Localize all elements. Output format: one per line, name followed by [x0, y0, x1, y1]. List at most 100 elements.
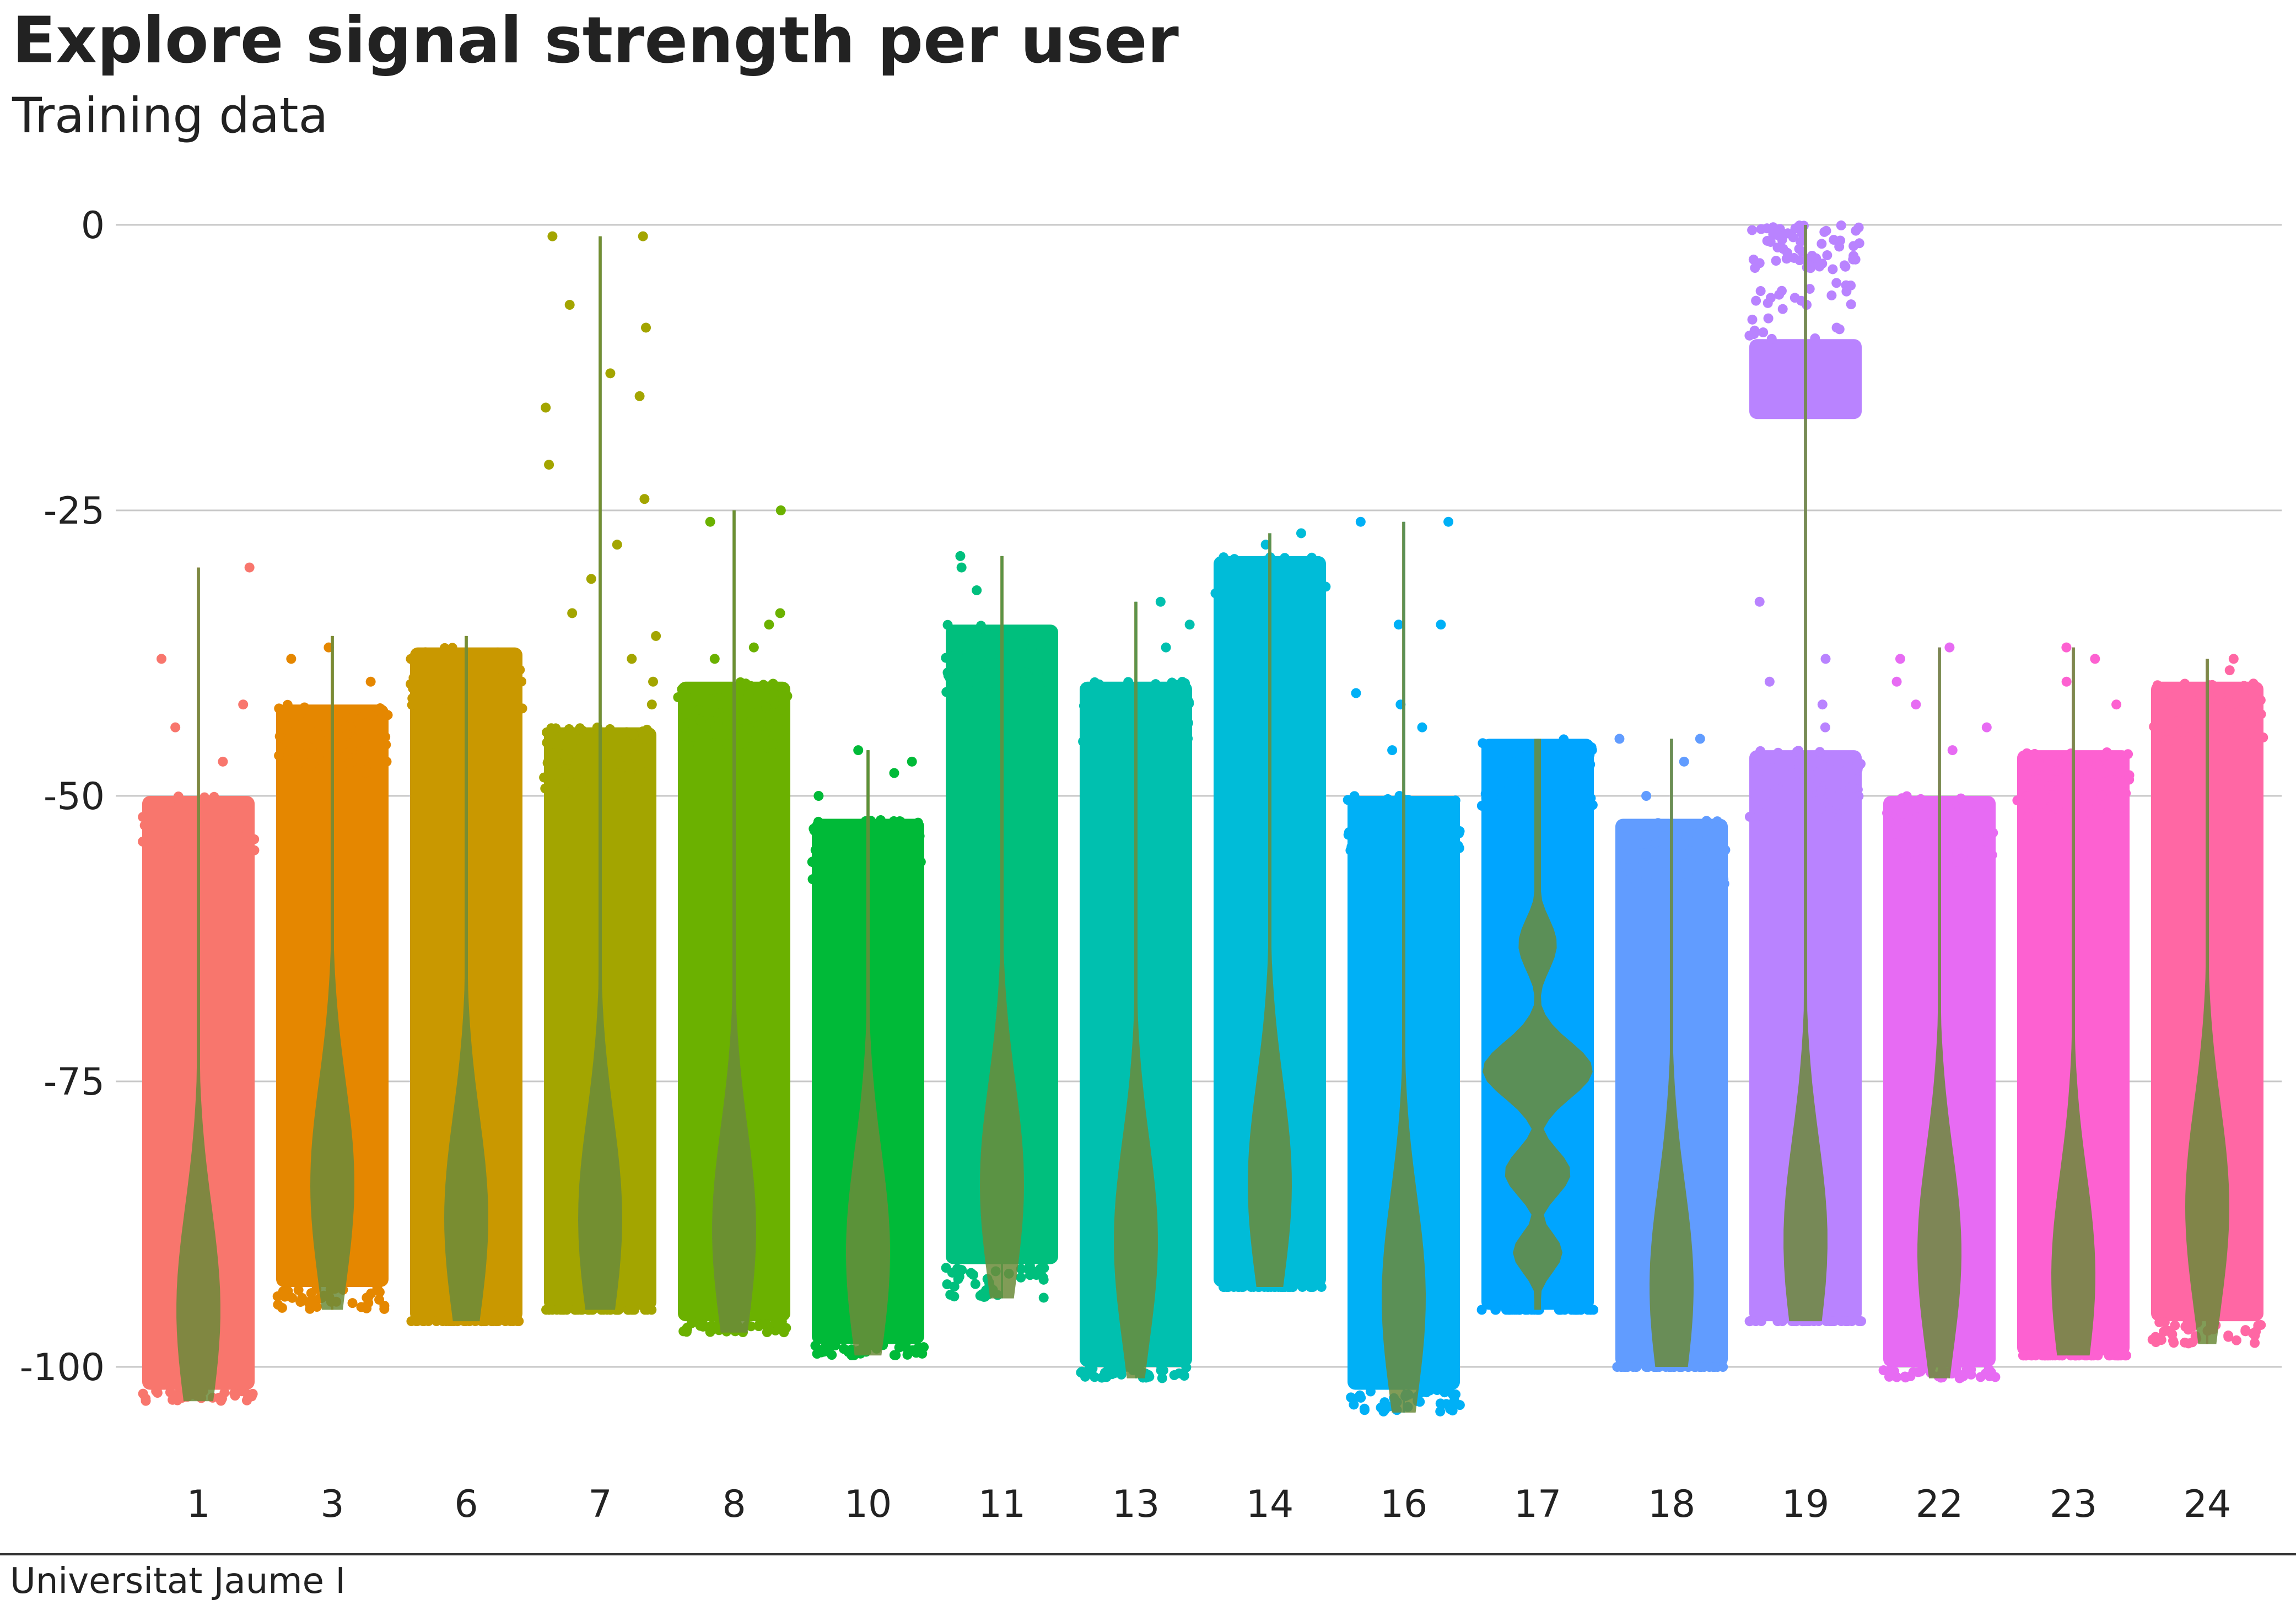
jitter-point	[1775, 803, 1786, 813]
jitter-point	[754, 1319, 764, 1330]
jitter-point	[1494, 784, 1505, 794]
jitter-point	[2164, 735, 2175, 746]
x-tick-label: 18	[1648, 1483, 1696, 1526]
y-tick-label: -50	[44, 775, 105, 818]
jitter-point	[552, 759, 563, 769]
jitter-point	[1987, 850, 1997, 860]
jitter-point	[1490, 1305, 1501, 1315]
jitter-point	[1831, 278, 1842, 288]
jitter-point	[161, 830, 171, 840]
outlier-point	[1944, 642, 1955, 653]
jitter-point	[2110, 765, 2120, 775]
jitter-point	[2061, 753, 2072, 763]
jitter-point	[1833, 800, 1843, 810]
jitter-point	[978, 656, 988, 666]
outlier-point	[1981, 722, 1992, 733]
jitter-point	[447, 643, 457, 653]
jitter-point	[2159, 1317, 2170, 1328]
jitter-point	[722, 739, 732, 750]
jitter-point	[2223, 1332, 2234, 1342]
jitter-point	[214, 812, 224, 823]
jitter-point	[1022, 684, 1033, 694]
jitter-point	[539, 772, 549, 783]
jitter-point	[1829, 235, 1839, 245]
jitter-point	[1835, 788, 1846, 799]
jitter-point	[1286, 609, 1297, 620]
jitter-point	[1809, 757, 1820, 767]
footer-divider	[0, 1553, 2296, 1555]
jitter-point	[479, 649, 490, 660]
jitter-point	[561, 755, 572, 765]
jitter-point	[342, 729, 352, 740]
jitter-point	[1565, 769, 1576, 780]
jitter-point	[503, 671, 514, 681]
jitter-point	[1228, 591, 1238, 601]
jitter-point	[554, 772, 564, 783]
jitter-point	[514, 1316, 524, 1327]
jitter-point	[1491, 799, 1502, 810]
jitter-point	[831, 870, 842, 881]
x-tick-label: 8	[722, 1483, 746, 1526]
jitter-point	[968, 651, 979, 662]
jitter-point	[374, 1287, 385, 1297]
jitter-point	[1420, 812, 1430, 823]
jitter-point	[941, 653, 951, 663]
jitter-point	[1751, 295, 1761, 306]
jitter-point	[1845, 783, 1855, 794]
outlier-point	[1895, 654, 1905, 664]
jitter-point	[718, 712, 729, 723]
jitter-point	[2255, 695, 2266, 705]
jitter-point	[1925, 809, 1935, 819]
jitter-point	[1776, 286, 1787, 296]
jitter-point	[2099, 767, 2109, 778]
jitter-point	[1916, 794, 1926, 804]
jitter-point	[214, 846, 224, 857]
jitter-point	[1622, 853, 1632, 864]
jitter-point	[451, 672, 462, 683]
jitter-point	[1274, 582, 1285, 593]
jitter-point	[1672, 830, 1683, 841]
jitter-point	[1586, 793, 1596, 804]
jitter-point	[968, 1269, 978, 1280]
jitter-point	[1756, 224, 1766, 234]
jitter-point	[633, 757, 644, 767]
jitter-point	[542, 727, 552, 737]
jitter-point	[893, 842, 903, 853]
jitter-point	[515, 665, 525, 675]
jitter-point	[1255, 586, 1265, 596]
jitter-point	[1710, 854, 1721, 865]
jitter-point	[1090, 677, 1100, 687]
jitter-point	[1792, 746, 1802, 757]
jitter-point	[1343, 830, 1354, 840]
jitter-point	[1744, 1316, 1755, 1327]
jitter-point	[624, 1305, 634, 1315]
jitter-point	[1821, 225, 1831, 236]
jitter-point	[743, 690, 754, 700]
violin-user-1	[176, 567, 220, 1402]
outlier-point	[764, 620, 774, 630]
outlier-point	[775, 505, 786, 515]
jitter-point	[1817, 258, 1828, 269]
jitter-point	[2232, 682, 2242, 692]
jitter-point	[2117, 766, 2127, 777]
jitter-point	[1009, 670, 1019, 681]
outlier-point	[365, 676, 376, 687]
jitter-point	[603, 728, 613, 739]
jitter-point	[423, 707, 433, 717]
jitter-point	[173, 801, 183, 812]
jitter-point	[1366, 855, 1376, 865]
jitter-point	[1836, 220, 1846, 231]
jitter-point	[761, 702, 772, 713]
jitter-point	[2229, 698, 2240, 709]
jitter-point	[768, 678, 778, 689]
jitter-point	[1438, 797, 1448, 807]
jitter-point	[836, 826, 847, 836]
jitter-point	[274, 750, 284, 761]
jitter-point	[1154, 726, 1165, 736]
x-tick-label: 14	[1246, 1483, 1294, 1526]
jitter-point	[311, 1302, 322, 1312]
jitter-point	[1306, 1281, 1317, 1292]
jitter-point	[2149, 721, 2159, 732]
jitter-point	[2040, 1350, 2051, 1361]
jitter-point	[868, 824, 878, 834]
